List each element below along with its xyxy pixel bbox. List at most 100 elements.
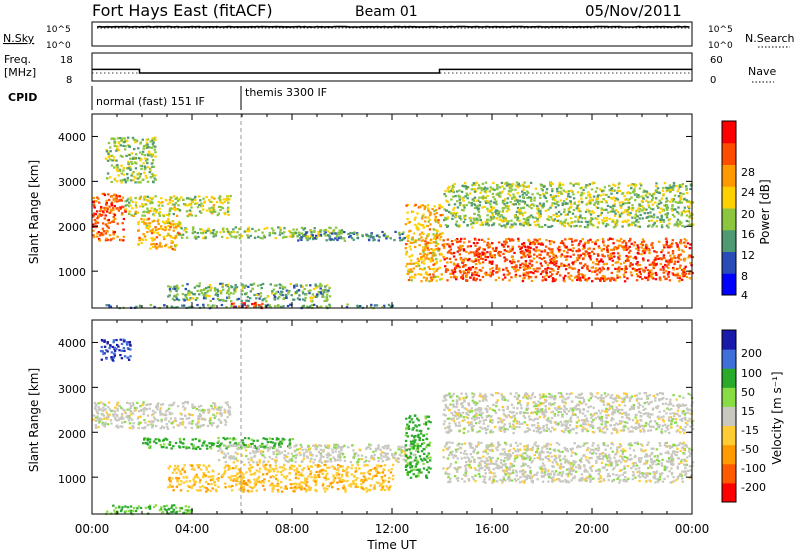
velocity-cell bbox=[104, 421, 107, 424]
power-cell bbox=[495, 203, 498, 206]
power-cell bbox=[340, 231, 343, 234]
power-cell bbox=[435, 234, 438, 237]
power-cell bbox=[504, 276, 507, 279]
power-cell bbox=[611, 210, 614, 213]
power-cell bbox=[437, 219, 440, 222]
power-cell bbox=[170, 196, 173, 199]
power-cell bbox=[248, 230, 251, 233]
power-cell bbox=[295, 283, 298, 286]
power-cell bbox=[152, 214, 156, 217]
velocity-cell bbox=[361, 472, 364, 475]
power-cell bbox=[230, 235, 233, 238]
power-cell bbox=[169, 246, 173, 249]
power-cell bbox=[409, 268, 413, 271]
velocity-cell bbox=[247, 437, 250, 440]
velocity-cell bbox=[331, 448, 334, 451]
velocity-cell bbox=[123, 420, 127, 424]
power-cell bbox=[105, 199, 108, 202]
power-cell bbox=[536, 218, 539, 221]
velocity-cell bbox=[290, 452, 294, 455]
power-cell bbox=[455, 264, 458, 267]
power-cell bbox=[666, 212, 669, 215]
velocity-cell bbox=[193, 477, 196, 480]
power-cell bbox=[510, 249, 513, 252]
velocity-cell bbox=[380, 451, 384, 454]
velocity-cell bbox=[197, 405, 201, 408]
power-cell bbox=[522, 217, 526, 220]
power-cell bbox=[541, 243, 545, 246]
power-cell bbox=[522, 206, 525, 209]
velocity-cell bbox=[281, 439, 284, 443]
power-cell bbox=[431, 259, 435, 262]
power-cell bbox=[623, 275, 626, 278]
power-cell bbox=[103, 206, 106, 210]
power-cell bbox=[181, 236, 184, 239]
power-cell bbox=[190, 214, 193, 217]
power-cell bbox=[459, 248, 462, 251]
power-cell bbox=[510, 262, 513, 265]
power-cell bbox=[613, 202, 616, 205]
velocity-cell bbox=[236, 459, 239, 462]
power-cell bbox=[200, 202, 203, 205]
power-cell bbox=[629, 237, 632, 240]
power-cell bbox=[108, 205, 111, 208]
nave-label: Nave bbox=[748, 65, 776, 78]
power-cell bbox=[522, 268, 526, 271]
velocity-cell bbox=[381, 460, 384, 463]
power-cell bbox=[279, 284, 283, 287]
power-cell bbox=[262, 298, 265, 301]
power-cell bbox=[289, 283, 292, 286]
power-cell bbox=[476, 241, 479, 245]
velocity-cell bbox=[324, 477, 327, 480]
power-cell bbox=[182, 198, 185, 201]
power-cell bbox=[500, 220, 503, 223]
power-cell bbox=[691, 256, 695, 259]
power-cell bbox=[231, 286, 234, 289]
velocity-cell bbox=[181, 402, 185, 405]
power-cell bbox=[669, 254, 672, 257]
power-cell bbox=[186, 283, 189, 286]
velocity-cell bbox=[373, 453, 376, 456]
power-cell bbox=[660, 197, 664, 200]
power-cell bbox=[199, 289, 202, 292]
power-cell bbox=[586, 223, 590, 226]
power-cell bbox=[348, 235, 351, 239]
power-cell bbox=[544, 209, 548, 212]
power-cell bbox=[523, 251, 526, 254]
power-cell bbox=[660, 218, 664, 221]
power-cell bbox=[345, 306, 349, 309]
power-cell bbox=[446, 238, 449, 241]
power-cell bbox=[127, 167, 130, 170]
power-cell bbox=[611, 197, 614, 200]
power-cell bbox=[563, 244, 566, 247]
power-cell bbox=[101, 214, 104, 217]
power-cell bbox=[530, 279, 534, 282]
velocity-cell bbox=[384, 444, 387, 448]
power-cell bbox=[134, 181, 137, 184]
power-cell bbox=[260, 305, 263, 308]
power-cell bbox=[638, 204, 641, 207]
power-cell bbox=[123, 140, 126, 143]
power-cell bbox=[538, 225, 541, 228]
power-cell bbox=[634, 213, 638, 216]
power-cell bbox=[472, 199, 476, 202]
power-cell bbox=[462, 249, 466, 252]
power-cell bbox=[174, 294, 177, 297]
power-cell bbox=[184, 204, 187, 207]
power-cbar-tick-24: 24 bbox=[741, 186, 755, 199]
power-cell bbox=[539, 253, 542, 256]
velocity-cell bbox=[152, 412, 155, 415]
power-cell bbox=[168, 212, 171, 215]
power-cell bbox=[221, 207, 224, 210]
power-cell bbox=[463, 216, 466, 220]
velocity-cell bbox=[284, 477, 287, 480]
power-cell bbox=[438, 204, 441, 207]
velocity-cell bbox=[200, 417, 203, 420]
velocity-cell bbox=[386, 487, 390, 490]
power-cell bbox=[489, 255, 492, 258]
power-cell bbox=[550, 240, 553, 243]
power-cell bbox=[643, 252, 646, 255]
power-cell bbox=[452, 212, 455, 215]
velocity-cell bbox=[170, 412, 174, 415]
velocity-cell bbox=[349, 461, 352, 464]
